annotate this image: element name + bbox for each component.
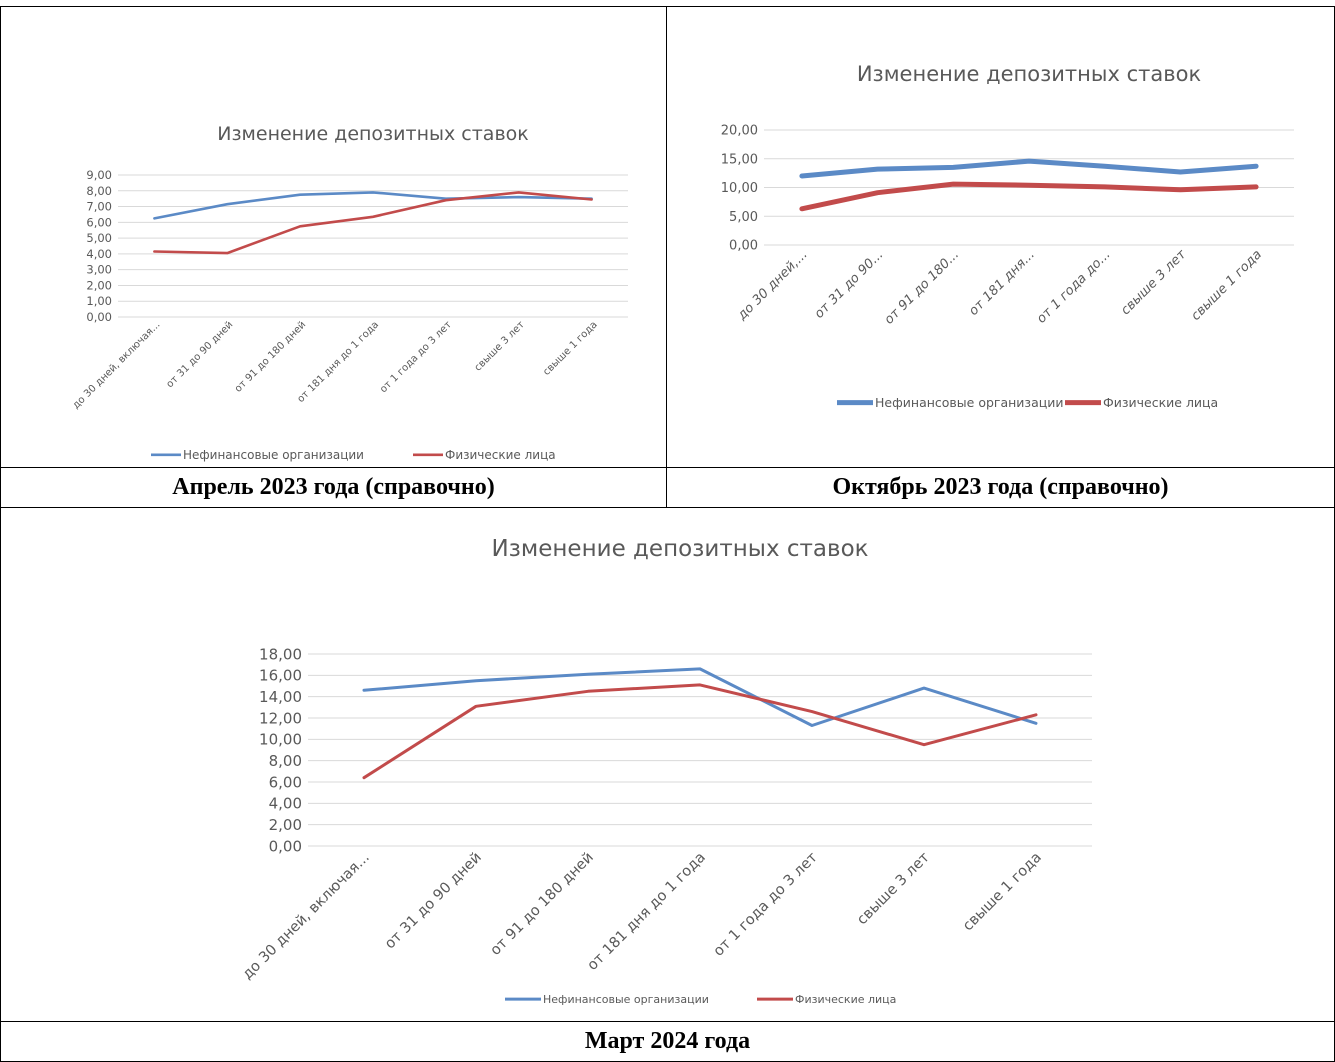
chart-title: Изменение депозитных ставок xyxy=(217,123,529,145)
y-tick-label: 0,00 xyxy=(86,310,112,324)
x-tick-label: до 30 дней,... xyxy=(734,247,811,324)
legend-label: Физические лица xyxy=(445,448,556,462)
y-tick-label: 5,00 xyxy=(86,231,112,245)
x-tick-label: от 181 дня до 1 года xyxy=(585,850,709,974)
y-tick-label: 8,00 xyxy=(86,184,112,198)
y-tick-label: 2,00 xyxy=(269,816,302,834)
x-tick-label: от 31 до 90 дней xyxy=(382,850,485,953)
legend-label: Нефинансовые организации xyxy=(543,993,709,1006)
table-border-top xyxy=(0,6,1335,7)
y-tick-label: 0,00 xyxy=(729,239,758,254)
x-tick-label: от 31 до 90... xyxy=(812,247,887,322)
y-tick-label: 12,00 xyxy=(259,709,302,727)
y-tick-label: 4,00 xyxy=(269,795,302,813)
y-tick-label: 0,00 xyxy=(269,837,302,855)
x-tick-label: от 1 года до 3 лет xyxy=(378,319,454,395)
x-tick-label: свыше 3 лет xyxy=(473,319,527,373)
x-tick-label: до 30 дней, включая... xyxy=(71,319,163,411)
y-tick-label: 14,00 xyxy=(259,688,302,706)
y-tick-label: 9,00 xyxy=(86,168,112,182)
x-tick-label: от 91 до 180 дней xyxy=(487,850,596,959)
chart-april-2023-cell: Изменение депозитных ставок 0,00 1,00 2,00 3… xyxy=(1,7,666,467)
x-tick-label: до 30 дней, включая... xyxy=(240,850,373,983)
y-tick-label: 6,00 xyxy=(269,773,302,791)
table-border-mid-3 xyxy=(0,1021,1335,1022)
y-tick-label: 18,00 xyxy=(259,645,302,663)
y-tick-label: 16,00 xyxy=(259,667,302,685)
x-tick-label: от 31 до 90 дней xyxy=(165,319,236,390)
y-tick-label: 3,00 xyxy=(86,263,112,277)
chart-october-2023: Изменение депозитных ставок 0,00 5,00 10,00… xyxy=(721,62,1294,410)
table-border-mid-2 xyxy=(0,507,1335,508)
chart-october-2023-cell: Изменение депозитных ставок 0,00 5,00 10,00… xyxy=(667,7,1334,467)
legend-label: Физические лица xyxy=(1103,395,1218,410)
y-tick-label: 8,00 xyxy=(269,752,302,770)
x-tick-label: от 181 дня... xyxy=(966,247,1038,319)
table-border-left xyxy=(0,6,1,1062)
y-tick-label: 15,00 xyxy=(721,152,758,167)
chart-title: Изменение депозитных ставок xyxy=(857,62,1201,86)
series-line-nonfinancial xyxy=(362,667,1038,727)
series-line-individuals xyxy=(362,683,1038,780)
x-tick-label: от 1 года до... xyxy=(1034,247,1113,326)
caption-april-2023: Апрель 2023 года (справочно) xyxy=(172,474,495,500)
table-border-mid-1 xyxy=(0,467,1335,468)
caption-march-2024: Март 2024 года xyxy=(584,1028,751,1054)
y-tick-label: 5,00 xyxy=(729,210,758,225)
series-line-nonfinancial xyxy=(153,191,593,220)
chart-march-2024-cell: Изменение депозитных ставок 0,00 2,00 4,00 6… xyxy=(1,508,1334,1021)
x-tick-label: свыше 1 года xyxy=(541,319,600,378)
x-tick-label: от 1 года до 3 лет xyxy=(711,849,822,960)
x-tick-label: от 91 до 180 дней xyxy=(233,319,308,394)
y-tick-label: 20,00 xyxy=(721,124,758,139)
x-tick-label: свыше 3 лет xyxy=(1118,247,1189,318)
series-line-nonfinancial xyxy=(799,158,1259,179)
y-tick-label: 4,00 xyxy=(86,247,112,261)
chart-march-2024: Изменение депозитных ставок 0,00 2,00 4,00 6… xyxy=(240,536,1092,1006)
y-tick-label: 6,00 xyxy=(86,215,112,229)
series-line-individuals xyxy=(153,191,593,255)
legend-label: Нефинансовые организации xyxy=(183,448,364,462)
x-tick-label: от 181 дня до 1 года xyxy=(295,319,381,405)
caption-october-2023: Октябрь 2023 года (справочно) xyxy=(832,474,1169,500)
y-tick-label: 7,00 xyxy=(86,200,112,214)
series-line-individuals xyxy=(799,181,1259,212)
y-tick-label: 2,00 xyxy=(86,278,112,292)
chart-april-2023: Изменение депозитных ставок 0,00 1,00 2,003… xyxy=(71,123,628,462)
legend-label: Нефинансовые организации xyxy=(875,395,1064,410)
x-tick-label: свыше 3 лет xyxy=(854,849,933,928)
y-tick-label: 10,00 xyxy=(721,181,758,196)
chart-title: Изменение депозитных ставок xyxy=(491,536,868,562)
x-tick-label: свыше 1 года xyxy=(1188,247,1265,324)
legend-label: Физические лица xyxy=(795,993,896,1006)
y-tick-label: 10,00 xyxy=(259,731,302,749)
y-tick-label: 1,00 xyxy=(86,294,112,308)
x-tick-label: свыше 1 года xyxy=(960,850,1045,935)
x-tick-label: от 91 до 180... xyxy=(882,247,962,327)
table-border-center xyxy=(666,6,667,507)
